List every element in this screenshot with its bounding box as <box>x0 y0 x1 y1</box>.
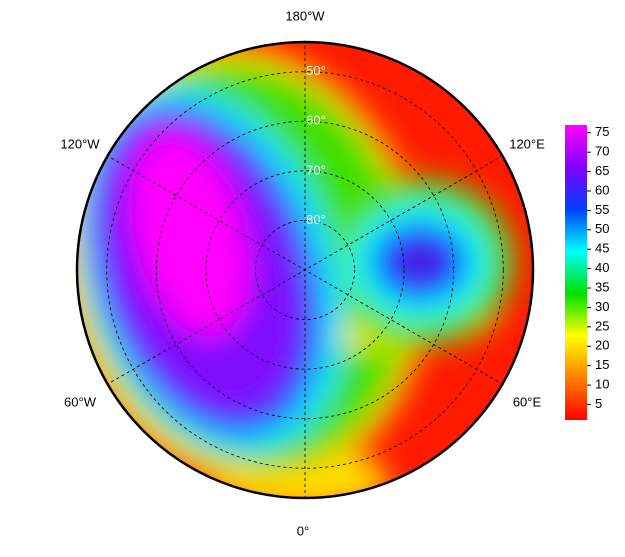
colorbar-tick-label: 50 <box>595 221 609 236</box>
latitude-circle <box>106 71 504 469</box>
latitude-label: 50° <box>306 63 326 78</box>
colorbar-tick-label: 45 <box>595 241 609 256</box>
longitude-label: 120°E <box>509 136 545 151</box>
latitude-label: 60° <box>306 113 326 128</box>
longitude-label: 60°W <box>64 394 97 409</box>
colorbar-tick-label: 65 <box>595 163 609 178</box>
latitude-circle <box>255 220 355 320</box>
longitude-label: 120°W <box>60 136 100 151</box>
latitude-label: 80° <box>306 212 326 227</box>
longitude-label: 180°W <box>285 8 325 23</box>
longitude-label: 60°E <box>513 394 542 409</box>
colorbar-tick-label: 30 <box>595 299 609 314</box>
colorbar-tick-label: 60 <box>595 182 609 197</box>
colorbar-tick-label: 15 <box>595 357 609 372</box>
colorbar-tick-label: 20 <box>595 338 609 353</box>
longitude-label: 0° <box>297 523 309 538</box>
latitude-circle <box>205 170 405 370</box>
field <box>77 42 533 498</box>
colorbar-tick-label: 25 <box>595 318 609 333</box>
colorbar-tick-label: 35 <box>595 279 609 294</box>
colorbar-tick-label: 10 <box>595 377 609 392</box>
colorbar <box>565 125 587 420</box>
map-boundary <box>75 40 535 500</box>
latitude-circle <box>155 120 455 420</box>
colorbar-tick-label: 55 <box>595 202 609 217</box>
colorbar-tick-label: 5 <box>595 396 602 411</box>
colorbar-tick-label: 75 <box>595 124 609 139</box>
colorbar-tick-label: 70 <box>595 144 609 159</box>
latitude-label: 70° <box>306 162 326 177</box>
colorbar-tick-label: 40 <box>595 260 609 275</box>
meridians <box>105 42 505 498</box>
